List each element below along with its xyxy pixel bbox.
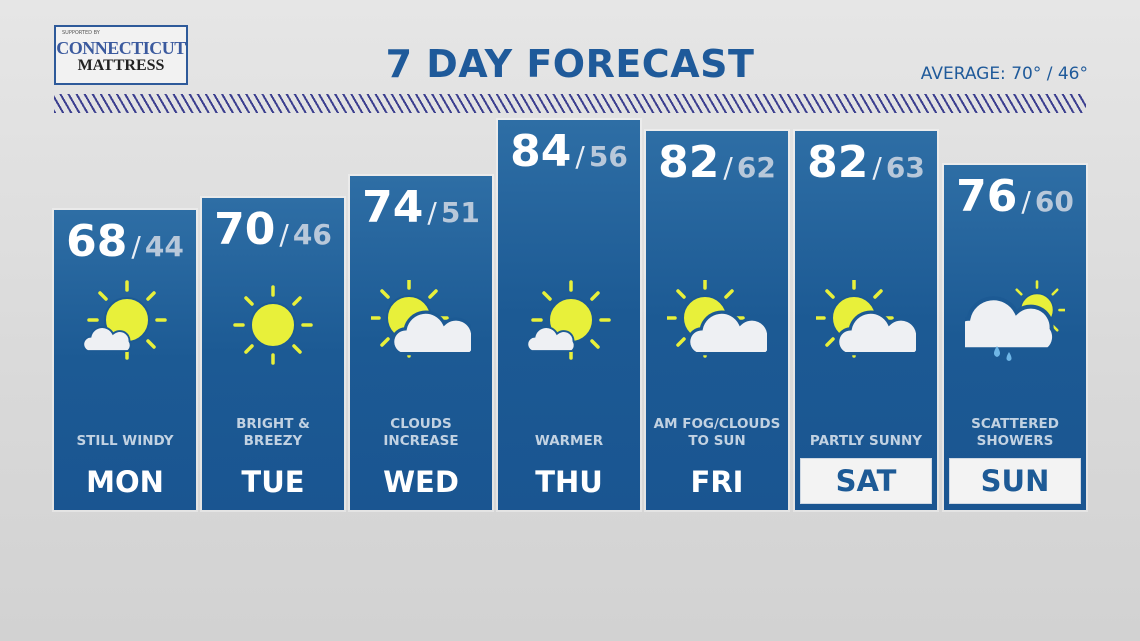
sun-small-cloud-icon <box>526 280 611 360</box>
temperatures: 82/62 <box>646 137 788 188</box>
partly-cloudy-icon <box>371 280 471 358</box>
separator: / <box>723 151 733 184</box>
condition-text: CLOUDS INCREASE <box>383 416 459 449</box>
condition-text: BRIGHT & BREEZY <box>236 416 310 449</box>
separator: / <box>872 151 882 184</box>
condition-text: AM FOG/CLOUDS TO SUN <box>653 416 781 449</box>
forecast-day-mon: 68/44 STILL WINDY MON <box>54 210 196 510</box>
forecast-day-tue: 70/46 BRIGHT & BREEZY TUE <box>202 198 344 510</box>
high-temp: 84 <box>510 126 572 177</box>
low-temp: 60 <box>1034 185 1074 218</box>
forecast-day-sat: 82/63 PARTLY SUNNY SAT <box>795 131 937 510</box>
temperatures: 82/63 <box>795 137 937 188</box>
condition-text: WARMER <box>534 433 604 449</box>
low-temp: 51 <box>440 196 480 229</box>
forecast-day-wed: 74/51 CLOUDS INCREASE WED <box>350 176 492 510</box>
low-temp: 62 <box>736 151 776 184</box>
high-temp: 82 <box>807 137 869 188</box>
temperatures: 84/56 <box>498 126 640 177</box>
partly-cloudy-icon <box>667 280 767 358</box>
high-temp: 68 <box>66 216 128 267</box>
high-temp: 76 <box>956 171 1018 222</box>
temperatures: 70/46 <box>202 204 344 255</box>
temperatures: 76/60 <box>944 171 1086 222</box>
decorative-divider <box>54 94 1086 113</box>
forecast-day-fri: 82/62 AM FOG/CLOUDS TO SUN FRI <box>646 131 788 510</box>
low-temp: 63 <box>885 151 925 184</box>
day-label: WED <box>383 465 459 499</box>
high-temp: 82 <box>658 137 720 188</box>
condition-text: PARTLY SUNNY <box>809 433 923 449</box>
separator: / <box>279 218 289 251</box>
low-temp: 44 <box>144 230 184 263</box>
temperatures: 68/44 <box>54 216 196 267</box>
separator: / <box>575 140 585 173</box>
page-title: 7 DAY FORECAST <box>385 42 755 86</box>
condition-text: SCATTERED SHOWERS <box>971 416 1059 449</box>
partly-cloudy-icon <box>816 280 916 358</box>
sun-icon <box>233 285 313 365</box>
separator: / <box>1021 185 1031 218</box>
separator: / <box>427 196 437 229</box>
high-temp: 74 <box>362 182 424 233</box>
day-label: MON <box>86 465 164 499</box>
temperatures: 74/51 <box>350 182 492 233</box>
average-temps: AVERAGE: 70° / 46° <box>920 64 1088 84</box>
condition-text: STILL WINDY <box>76 433 174 449</box>
sponsor-name-line1: CONNECTICUT <box>56 38 186 58</box>
low-temp: 46 <box>292 218 332 251</box>
sponsor-label: SUPPORTED BY <box>62 30 100 36</box>
sponsor-logo: SUPPORTED BY CONNECTICUT MATTRESS <box>54 25 188 85</box>
day-label: TUE <box>241 465 305 499</box>
high-temp: 70 <box>214 204 276 255</box>
forecast-day-sun: 76/60 SCATTERED SHOWERS SUN <box>944 165 1086 510</box>
showers-icon <box>965 280 1065 361</box>
separator: / <box>131 230 141 263</box>
day-label: SUN <box>949 458 1081 504</box>
day-label: SAT <box>800 458 932 504</box>
forecast-day-thu: 84/56 WARMER THU <box>498 120 640 510</box>
day-label: FRI <box>690 465 744 499</box>
day-label: THU <box>535 465 603 499</box>
low-temp: 56 <box>588 140 628 173</box>
sponsor-name-line2: MATTRESS <box>77 57 165 74</box>
sun-small-cloud-icon <box>82 280 167 360</box>
